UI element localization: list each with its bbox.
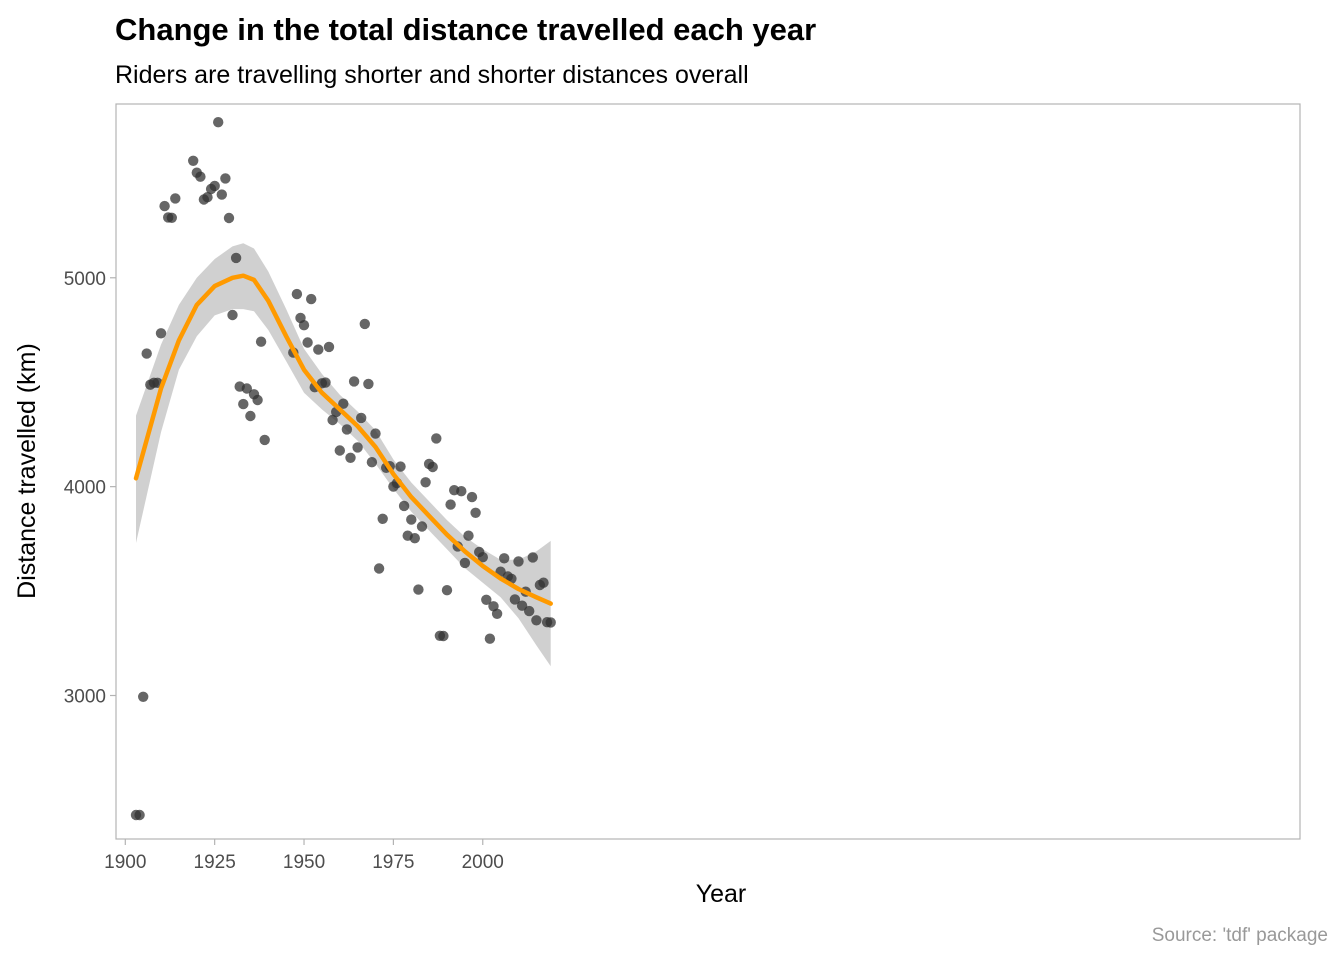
data-point bbox=[416, 521, 428, 532]
data-point bbox=[463, 530, 474, 541]
data-point bbox=[491, 608, 503, 619]
data-point bbox=[363, 378, 374, 390]
data-point bbox=[141, 348, 152, 359]
data-point bbox=[481, 594, 492, 605]
data-point bbox=[499, 553, 510, 564]
data-point bbox=[441, 585, 453, 596]
data-point bbox=[377, 513, 388, 524]
data-point bbox=[320, 377, 331, 388]
y-tick-label: 4000 bbox=[64, 478, 106, 499]
data-point bbox=[427, 461, 438, 473]
data-point bbox=[213, 117, 224, 128]
data-point bbox=[223, 212, 235, 224]
y-axis-title: Distance travelled (km) bbox=[13, 343, 41, 599]
data-point bbox=[159, 200, 170, 212]
x-axis-title: Year bbox=[696, 880, 747, 908]
data-point bbox=[398, 500, 410, 512]
data-point bbox=[406, 514, 417, 525]
data-point bbox=[134, 809, 145, 821]
x-tick-label: 1950 bbox=[283, 852, 325, 873]
data-point bbox=[138, 691, 149, 702]
data-point bbox=[538, 577, 549, 588]
data-point bbox=[445, 499, 456, 510]
data-point bbox=[341, 424, 353, 435]
data-point bbox=[188, 155, 199, 166]
x-tick-label: 1900 bbox=[104, 852, 146, 873]
data-point bbox=[245, 410, 256, 422]
data-point bbox=[323, 341, 335, 353]
data-point bbox=[170, 193, 181, 204]
data-point bbox=[470, 507, 481, 518]
data-point bbox=[420, 477, 431, 488]
data-point bbox=[306, 293, 317, 305]
data-point bbox=[195, 171, 206, 182]
x-tick-label: 1925 bbox=[194, 852, 236, 873]
data-point bbox=[545, 617, 556, 628]
data-point bbox=[484, 633, 496, 644]
data-point bbox=[477, 552, 488, 563]
x-axis: 1900 1925 1950 1975 2000 bbox=[104, 839, 504, 873]
data-point bbox=[155, 328, 167, 339]
data-point bbox=[220, 173, 231, 184]
data-point bbox=[338, 398, 349, 409]
data-point bbox=[313, 344, 324, 355]
chart-caption: Source: 'tdf' package bbox=[1152, 925, 1328, 946]
data-point bbox=[509, 594, 521, 605]
data-point bbox=[527, 552, 538, 563]
data-point bbox=[334, 445, 345, 456]
points-layer bbox=[130, 117, 556, 821]
chart-subtitle: Riders are travelling shorter and shorte… bbox=[115, 61, 749, 89]
y-axis: 3000 4000 5000 bbox=[64, 269, 116, 708]
data-point bbox=[513, 556, 524, 567]
data-point bbox=[209, 180, 220, 192]
panel-border bbox=[115, 103, 1301, 840]
data-point bbox=[259, 434, 270, 446]
data-point bbox=[524, 605, 535, 617]
data-point bbox=[327, 414, 338, 426]
data-point bbox=[227, 309, 238, 321]
data-point bbox=[348, 376, 360, 387]
data-point bbox=[230, 252, 242, 264]
x-tick-label: 2000 bbox=[462, 852, 504, 873]
data-point bbox=[345, 452, 356, 463]
data-point bbox=[238, 398, 249, 410]
data-point bbox=[241, 383, 252, 394]
data-point bbox=[413, 584, 424, 595]
chart-title: Change in the total distance travelled e… bbox=[115, 12, 816, 47]
data-point bbox=[395, 461, 406, 472]
data-point bbox=[516, 600, 528, 611]
smooth-line bbox=[133, 273, 553, 606]
data-point bbox=[366, 457, 378, 468]
y-tick-label: 3000 bbox=[64, 687, 106, 708]
data-point bbox=[466, 491, 478, 503]
plot-panel bbox=[115, 103, 1301, 840]
data-point bbox=[202, 192, 213, 203]
data-point bbox=[302, 337, 313, 348]
x-tick-label: 1975 bbox=[372, 852, 414, 873]
data-point bbox=[356, 412, 367, 424]
data-point bbox=[166, 212, 177, 223]
data-point bbox=[370, 428, 381, 439]
data-point bbox=[359, 318, 370, 330]
data-point bbox=[255, 336, 267, 347]
data-point bbox=[252, 394, 263, 406]
data-point bbox=[216, 189, 227, 200]
data-point bbox=[409, 533, 420, 544]
data-point bbox=[456, 486, 467, 497]
data-point bbox=[352, 442, 363, 453]
data-point bbox=[459, 557, 471, 569]
data-point bbox=[431, 433, 442, 444]
data-point bbox=[438, 630, 449, 642]
data-point bbox=[298, 320, 310, 331]
data-point bbox=[373, 563, 385, 574]
y-tick-label: 5000 bbox=[64, 269, 106, 290]
data-point bbox=[531, 615, 542, 626]
data-point bbox=[291, 288, 303, 300]
